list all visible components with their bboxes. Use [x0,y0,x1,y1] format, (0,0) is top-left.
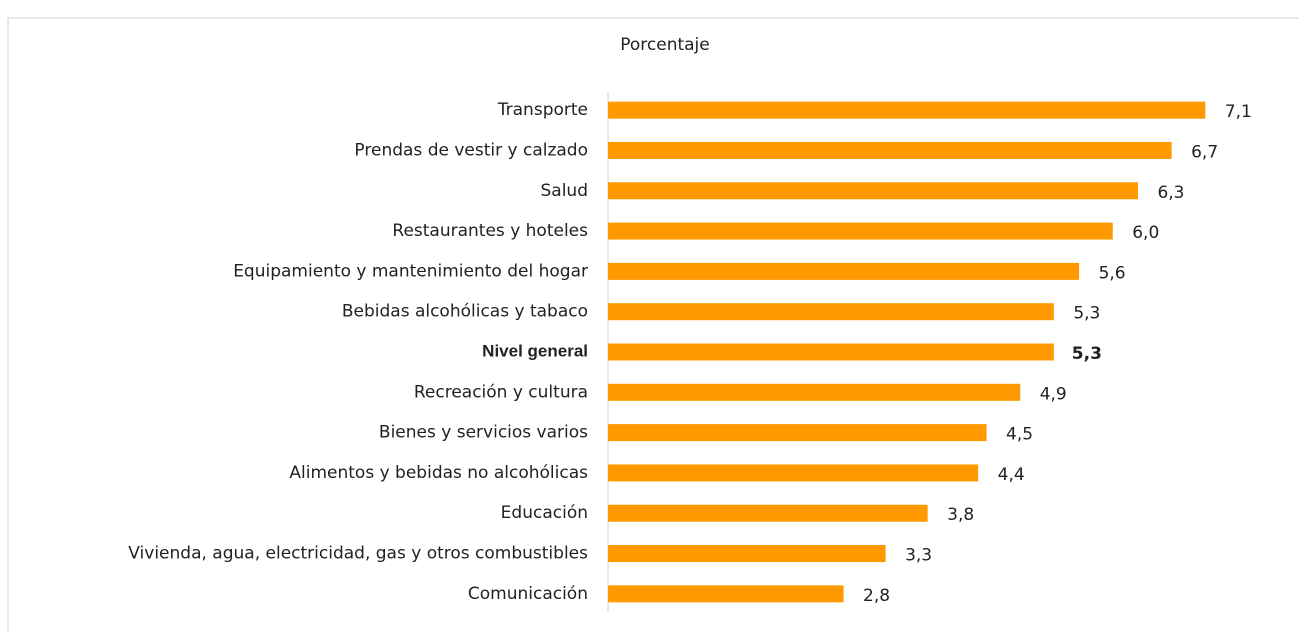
value-label: 3,8 [947,505,974,525]
value-label: 6,0 [1132,223,1159,243]
category-label: Prendas de vestir y calzado [354,140,588,160]
bar [608,141,1172,159]
category-label: Equipamiento y mantenimiento del hogar [233,261,588,281]
bar [608,585,844,603]
value-label: 4,4 [998,465,1025,485]
bar [608,303,1054,321]
category-label: Comunicación [468,584,588,604]
bar [608,343,1054,361]
bar [608,262,1080,280]
category-label: Salud [541,181,589,201]
category-label: Vivienda, agua, electricidad, gas y otro… [128,544,588,564]
value-label: 2,8 [863,586,890,606]
bar [608,182,1138,200]
value-label: 5,3 [1073,304,1100,324]
value-label: 6,7 [1191,142,1218,162]
category-label: Alimentos y bebidas no alcohólicas [289,463,588,483]
chart-subtitle: Porcentaje [620,35,710,55]
category-label: Recreación y cultura [414,382,588,402]
category-label: Nivel general [482,341,588,360]
bar [608,424,987,442]
bar [608,383,1021,401]
category-label: Restaurantes y hoteles [392,221,588,241]
value-label: 5,6 [1099,263,1126,283]
category-label: Bebidas alcohólicas y tabaco [342,302,588,322]
value-label: 6,3 [1157,183,1184,203]
value-label: 4,5 [1006,425,1033,445]
bar [608,101,1206,119]
value-label: 4,9 [1040,384,1067,404]
chart-frame [7,17,1298,633]
category-label: Bienes y servicios varios [379,423,588,443]
bar [608,504,928,522]
category-label: Educación [501,503,588,523]
value-label: 7,1 [1225,102,1252,122]
value-label: 3,3 [905,546,932,566]
bar [608,464,979,482]
category-label: Transporte [497,100,588,120]
bar [608,222,1113,240]
bar [608,545,886,563]
value-label: 5,3 [1072,344,1102,364]
